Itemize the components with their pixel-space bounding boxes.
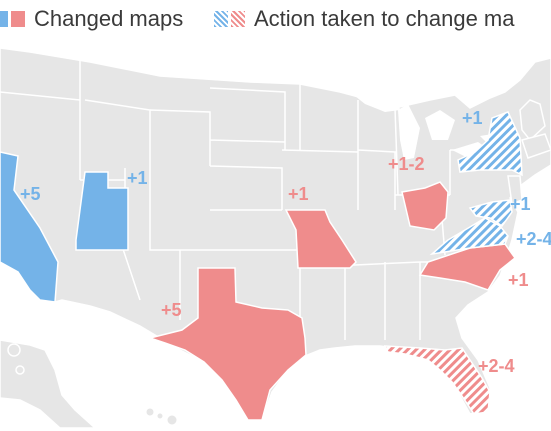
state-new-york (457, 111, 523, 177)
label-utah: +1 (127, 168, 148, 188)
label-florida: +2-4 (478, 356, 515, 376)
alaska (0, 339, 97, 429)
legend-action-taken: Action taken to change ma (214, 6, 515, 32)
label-california: +5 (20, 184, 41, 204)
state-florida (383, 345, 491, 415)
northeast-states (507, 99, 551, 206)
label-ohio: +1-2 (388, 154, 425, 174)
label-new-york: +1 (462, 108, 483, 128)
label-maryland: +1 (510, 194, 531, 214)
legend-swatch-red-hatched (231, 11, 245, 27)
legend-action-taken-label: Action taken to change ma (254, 6, 515, 31)
legend-swatch-red (11, 11, 25, 27)
legend-swatch-blue-hatched (214, 11, 228, 27)
state-maryland (468, 199, 513, 228)
legend-changed-maps: Changed maps (0, 6, 183, 32)
state-utah (75, 171, 129, 251)
state-texas (147, 267, 307, 421)
label-north-carolina: +1 (508, 270, 529, 290)
great-lakes (350, 86, 510, 160)
legend: Changed maps Action taken to change ma (0, 0, 551, 38)
state-missouri (284, 209, 357, 269)
legend-changed-maps-label: Changed maps (34, 6, 184, 31)
hawaii (145, 407, 178, 426)
state-virginia (429, 217, 509, 256)
label-missouri: +1 (288, 184, 309, 204)
label-virginia: +2-4 (516, 229, 551, 249)
legend-swatch-blue (0, 11, 8, 27)
state-california (0, 151, 59, 303)
state-ohio (401, 181, 449, 231)
label-texas: +5 (161, 300, 182, 320)
